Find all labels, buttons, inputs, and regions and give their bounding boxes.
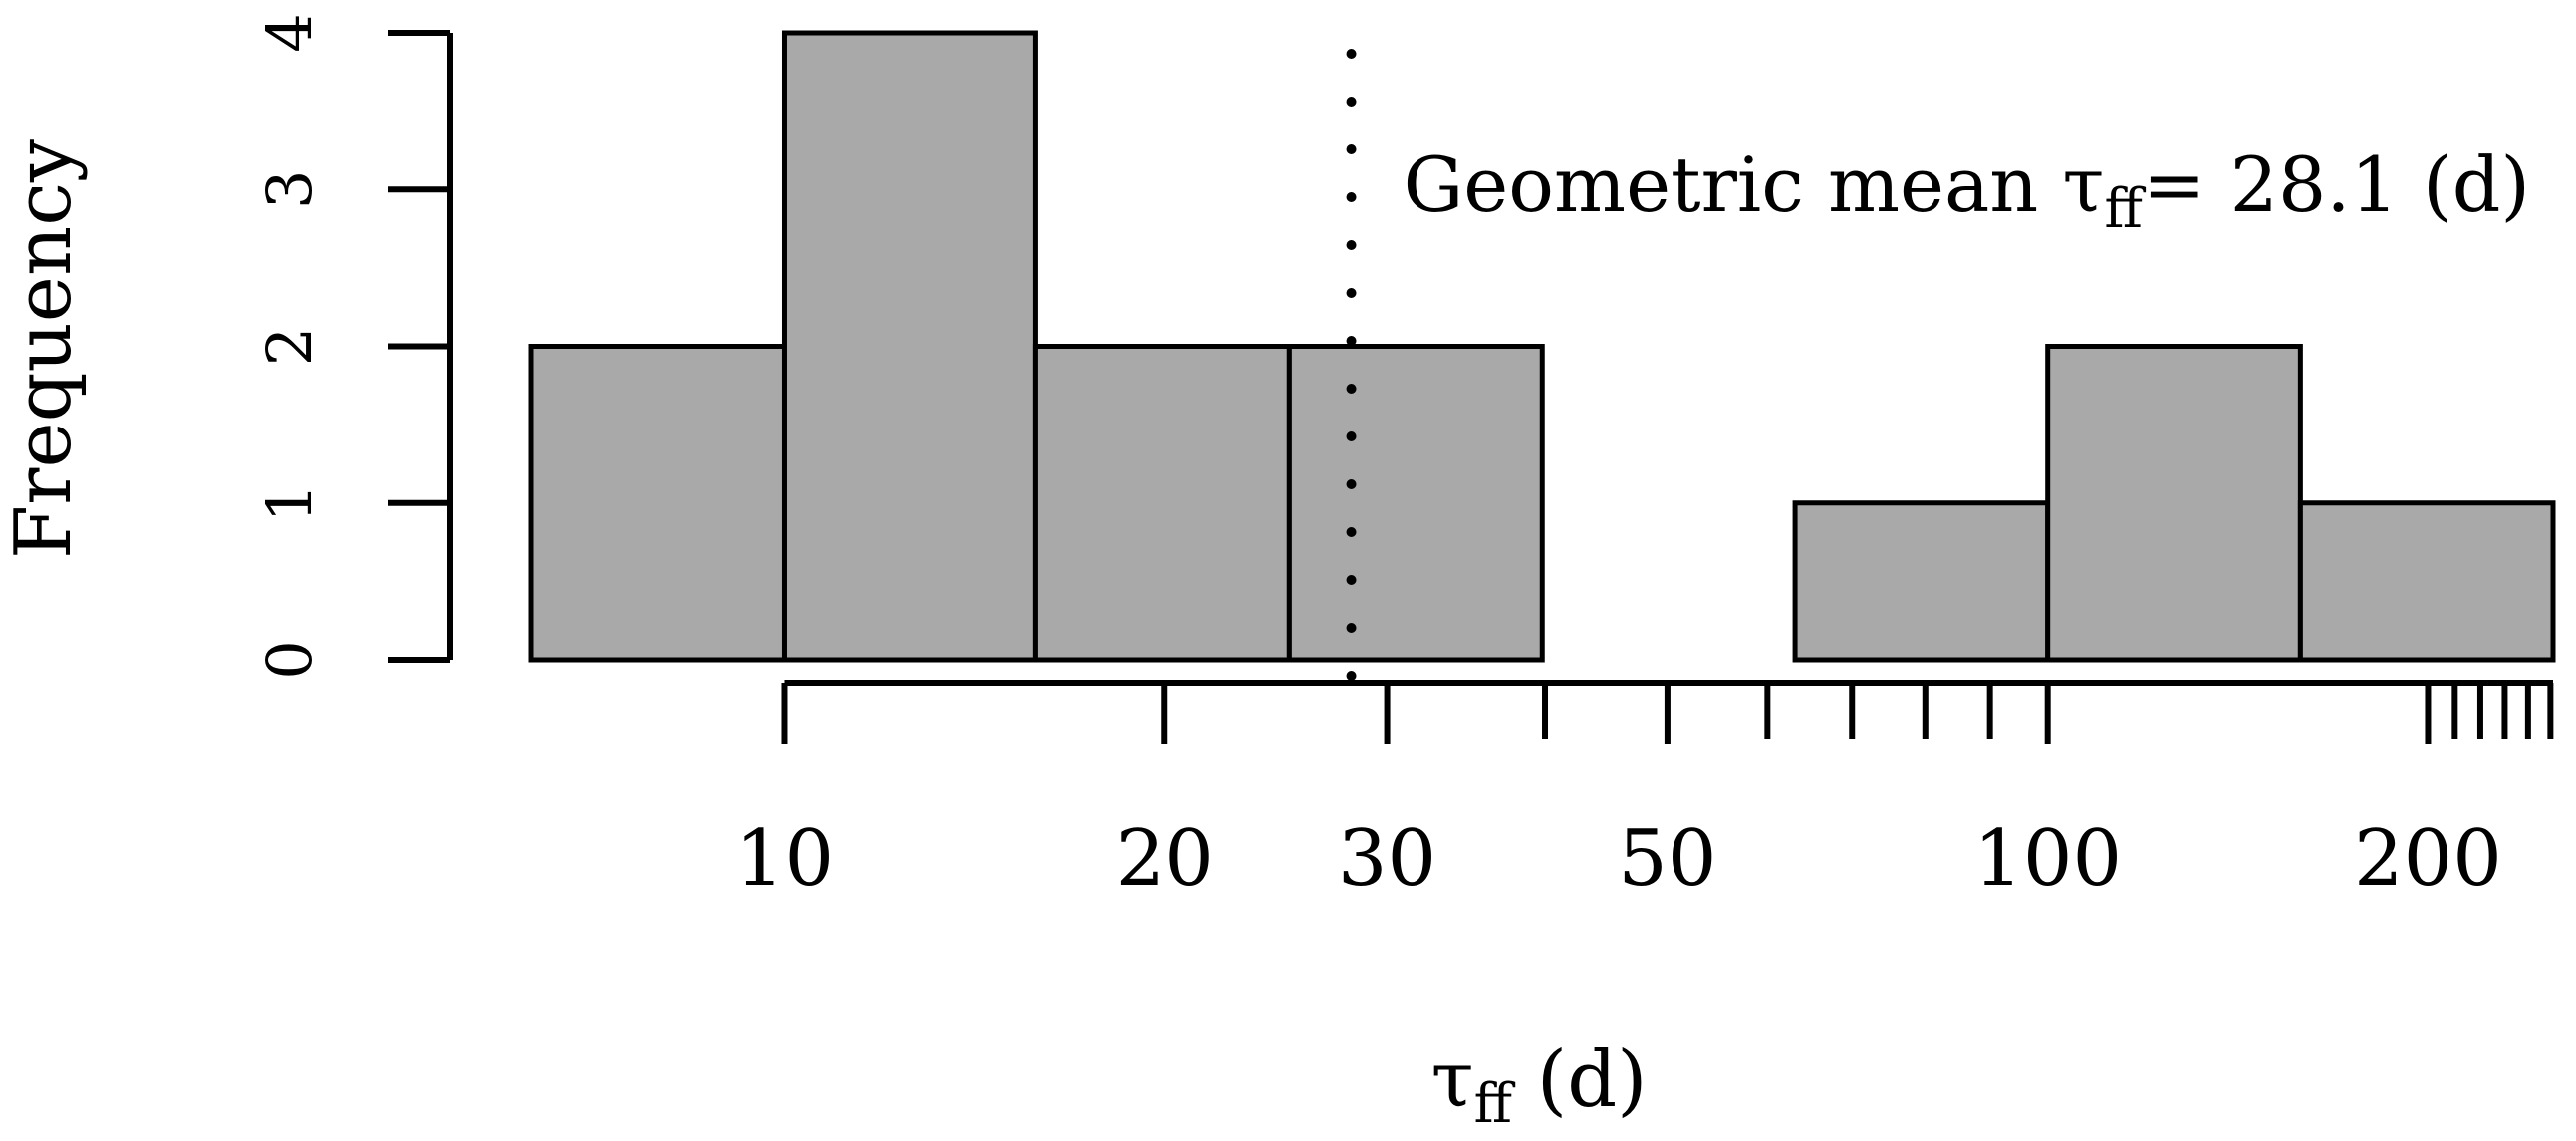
y-tick-label: 2 <box>253 327 326 366</box>
y-tick-label: 4 <box>253 13 326 52</box>
histogram-bar <box>2045 344 2303 663</box>
y-tick-label: 1 <box>253 483 326 522</box>
x-axis: 10 20 30 50 100 200 <box>735 680 2554 904</box>
y-axis: 0 1 2 3 4 <box>253 13 453 680</box>
y-axis-label: Frequency <box>0 139 89 559</box>
x-tick-label: 20 <box>1116 814 1214 904</box>
histogram-bar <box>1032 344 1292 663</box>
x-tick-label: 30 <box>1338 814 1436 904</box>
x-axis-label: τff (d) <box>1430 1035 1647 1135</box>
histogram-bar <box>528 344 787 663</box>
x-tick-label: 10 <box>735 814 834 904</box>
y-tick-label: 0 <box>253 640 326 679</box>
histogram-bar <box>1286 344 1545 663</box>
y-tick-label: 3 <box>253 170 326 209</box>
histogram-bar <box>781 30 1038 663</box>
histogram-bar <box>1792 500 2051 663</box>
histogram-bar <box>2297 500 2556 663</box>
x-tick-label: 50 <box>1618 814 1716 904</box>
histogram-bars <box>528 30 2556 663</box>
x-tick-label: 100 <box>1973 814 2122 904</box>
x-tick-label: 200 <box>2354 814 2502 904</box>
geometric-mean-annotation: Geometric mean τff= 28.1 (d) <box>1404 141 2530 240</box>
